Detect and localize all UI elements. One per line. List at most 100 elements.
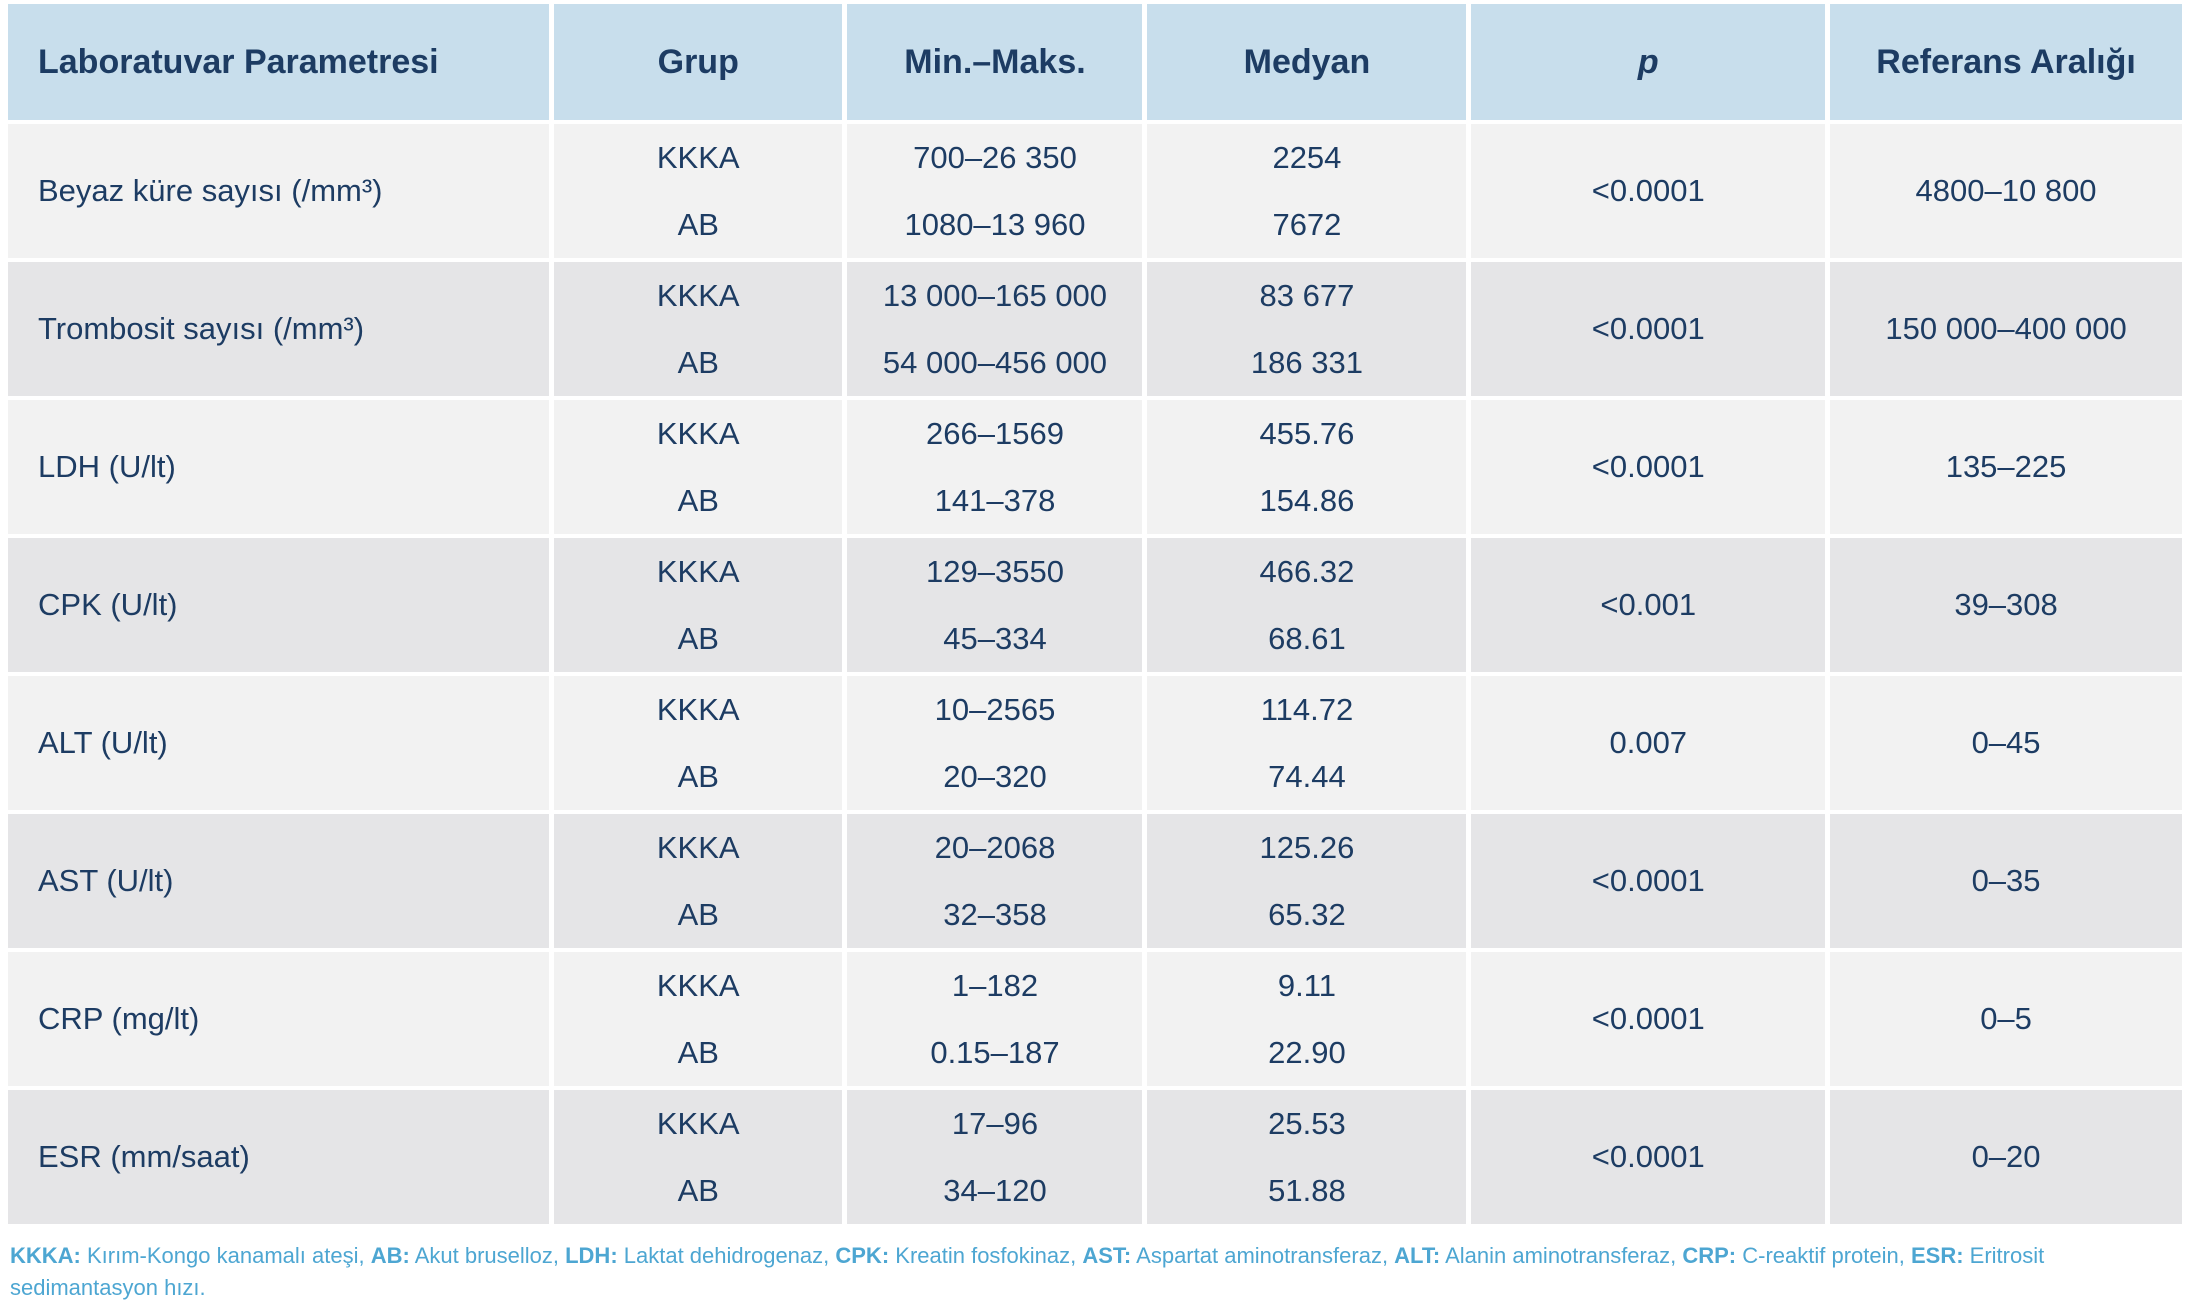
table-row-group-first: Beyaz küre sayısı (/mm³) KKKA 700–26 350… (8, 120, 2182, 260)
group-cell-ab: AB (551, 329, 848, 398)
footnote-abbr: AST: (1082, 1243, 1132, 1268)
median-cell-ab: 186 331 (1144, 329, 1472, 398)
median-cell-kkka: 455.76 (1144, 396, 1472, 467)
reference-range-cell: 4800–10 800 (1827, 120, 2182, 260)
median-cell-ab: 51.88 (1144, 1157, 1472, 1224)
parameter-cell: CRP (mg/lt) (8, 948, 554, 1088)
group-cell-ab: AB (551, 605, 848, 674)
lab-parameters-table: Laboratuvar Parametresi Grup Min.–Maks. … (8, 4, 2182, 1224)
minmax-cell-kkka: 266–1569 (844, 396, 1148, 467)
parameter-cell: ESR (mm/saat) (8, 1086, 554, 1224)
median-cell-ab: 22.90 (1144, 1019, 1472, 1088)
minmax-cell-kkka: 700–26 350 (844, 120, 1148, 191)
p-value-cell: <0.0001 (1468, 258, 1831, 398)
minmax-cell-ab: 32–358 (844, 881, 1148, 950)
median-cell-ab: 154.86 (1144, 467, 1472, 536)
minmax-cell-ab: 45–334 (844, 605, 1148, 674)
median-cell-ab: 68.61 (1144, 605, 1472, 674)
table-row-group-first: AST (U/lt) KKKA 20–2068 125.26 <0.0001 0… (8, 810, 2182, 950)
minmax-cell-kkka: 20–2068 (844, 810, 1148, 881)
footnote: KKKA: Kırım-Kongo kanamalı ateşi, AB: Ak… (10, 1243, 2045, 1300)
group-cell-kkka: KKKA (551, 948, 848, 1019)
table-body: Beyaz küre sayısı (/mm³) KKKA 700–26 350… (8, 120, 2182, 1224)
col-header-p: p (1468, 4, 1831, 122)
group-cell-kkka: KKKA (551, 810, 848, 881)
parameter-cell: CPK (U/lt) (8, 534, 554, 674)
col-header-reference: Referans Aralığı (1827, 4, 2182, 122)
group-cell-kkka: KKKA (551, 396, 848, 467)
table-row-group-first: ALT (U/lt) KKKA 10–2565 114.72 0.007 0–4… (8, 672, 2182, 812)
minmax-cell-ab: 141–378 (844, 467, 1148, 536)
minmax-cell-kkka: 13 000–165 000 (844, 258, 1148, 329)
parameter-cell: ALT (U/lt) (8, 672, 554, 812)
group-cell-kkka: KKKA (551, 120, 848, 191)
footnote-abbr: LDH: (565, 1243, 618, 1268)
p-value-cell: <0.0001 (1468, 810, 1831, 950)
p-value-cell: <0.001 (1468, 534, 1831, 674)
p-value-cell: <0.0001 (1468, 948, 1831, 1088)
median-cell-ab: 65.32 (1144, 881, 1472, 950)
col-header-group: Grup (551, 4, 848, 122)
median-cell-kkka: 25.53 (1144, 1086, 1472, 1157)
footnote-abbr: AB: (370, 1243, 410, 1268)
median-cell-kkka: 9.11 (1144, 948, 1472, 1019)
group-cell-ab: AB (551, 1157, 848, 1224)
minmax-cell-ab: 34–120 (844, 1157, 1148, 1224)
col-header-parameter: Laboratuvar Parametresi (8, 4, 554, 122)
table-row-group-first: Trombosit sayısı (/mm³) KKKA 13 000–165 … (8, 258, 2182, 398)
reference-range-cell: 135–225 (1827, 396, 2182, 536)
p-value-cell: <0.0001 (1468, 396, 1831, 536)
median-cell-kkka: 83 677 (1144, 258, 1472, 329)
minmax-cell-ab: 1080–13 960 (844, 191, 1148, 260)
group-cell-ab: AB (551, 881, 848, 950)
p-value-cell: 0.007 (1468, 672, 1831, 812)
p-value-cell: <0.0001 (1468, 120, 1831, 260)
median-cell-kkka: 2254 (1144, 120, 1472, 191)
col-header-median: Medyan (1144, 4, 1472, 122)
reference-range-cell: 0–5 (1827, 948, 2182, 1088)
minmax-cell-kkka: 129–3550 (844, 534, 1148, 605)
table-header: Laboratuvar Parametresi Grup Min.–Maks. … (8, 4, 2182, 122)
median-cell-kkka: 125.26 (1144, 810, 1472, 881)
group-cell-kkka: KKKA (551, 672, 848, 743)
footnote-abbr: ESR: (1910, 1243, 1964, 1268)
minmax-cell-kkka: 17–96 (844, 1086, 1148, 1157)
parameter-cell: Trombosit sayısı (/mm³) (8, 258, 554, 398)
footnote-abbr: CPK: (835, 1243, 890, 1268)
parameter-cell: AST (U/lt) (8, 810, 554, 950)
median-cell-kkka: 114.72 (1144, 672, 1472, 743)
group-cell-kkka: KKKA (551, 1086, 848, 1157)
footnote-abbr: CRP: (1682, 1243, 1737, 1268)
reference-range-cell: 150 000–400 000 (1827, 258, 2182, 398)
median-cell-ab: 7672 (1144, 191, 1472, 260)
parameter-cell: LDH (U/lt) (8, 396, 554, 536)
median-cell-kkka: 466.32 (1144, 534, 1472, 605)
table-row-group-first: CRP (mg/lt) KKKA 1–182 9.11 <0.0001 0–5 (8, 948, 2182, 1088)
col-header-minmax: Min.–Maks. (844, 4, 1148, 122)
minmax-cell-ab: 0.15–187 (844, 1019, 1148, 1088)
table-row-group-first: CPK (U/lt) KKKA 129–3550 466.32 <0.001 3… (8, 534, 2182, 674)
group-cell-kkka: KKKA (551, 258, 848, 329)
parameter-cell: Beyaz küre sayısı (/mm³) (8, 120, 554, 260)
footnote-abbr: KKKA: (10, 1243, 81, 1268)
group-cell-kkka: KKKA (551, 534, 848, 605)
table-row-group-first: LDH (U/lt) KKKA 266–1569 455.76 <0.0001 … (8, 396, 2182, 536)
minmax-cell-kkka: 10–2565 (844, 672, 1148, 743)
header-row: Laboratuvar Parametresi Grup Min.–Maks. … (8, 4, 2182, 122)
median-cell-ab: 74.44 (1144, 743, 1472, 812)
reference-range-cell: 0–35 (1827, 810, 2182, 950)
group-cell-ab: AB (551, 191, 848, 260)
reference-range-cell: 0–20 (1827, 1086, 2182, 1224)
p-value-cell: <0.0001 (1468, 1086, 1831, 1224)
reference-range-cell: 39–308 (1827, 534, 2182, 674)
table-row-group-first: ESR (mm/saat) KKKA 17–96 25.53 <0.0001 0… (8, 1086, 2182, 1224)
reference-range-cell: 0–45 (1827, 672, 2182, 812)
minmax-cell-kkka: 1–182 (844, 948, 1148, 1019)
minmax-cell-ab: 54 000–456 000 (844, 329, 1148, 398)
minmax-cell-ab: 20–320 (844, 743, 1148, 812)
footnote-abbr: ALT: (1394, 1243, 1441, 1268)
group-cell-ab: AB (551, 1019, 848, 1088)
group-cell-ab: AB (551, 743, 848, 812)
group-cell-ab: AB (551, 467, 848, 536)
